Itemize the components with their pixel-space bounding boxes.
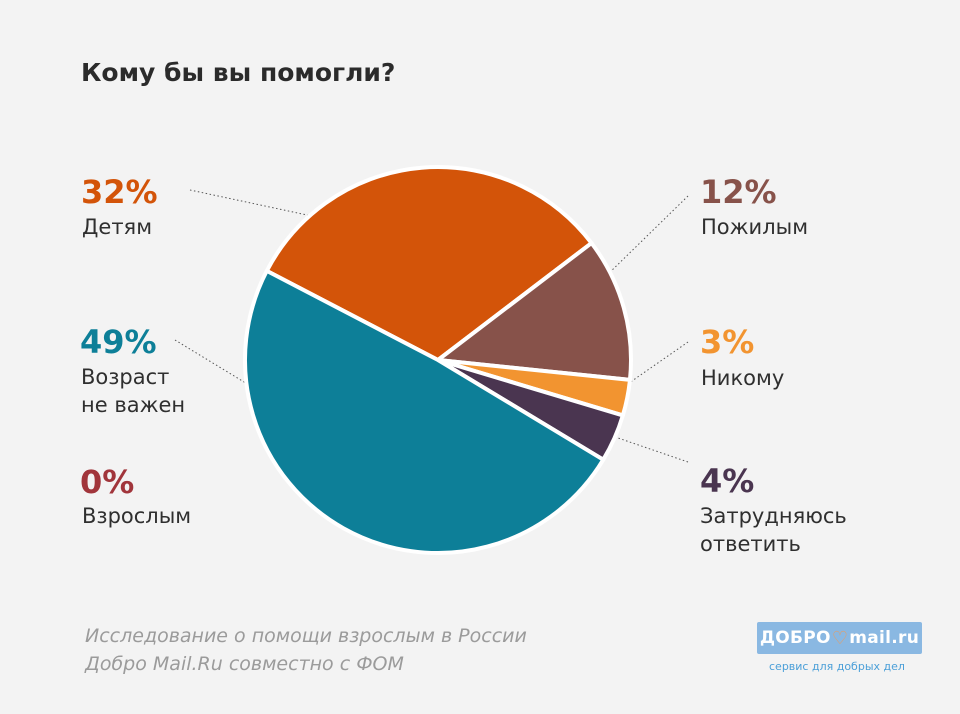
- label-any-age-percent: 49%: [80, 323, 157, 361]
- pie-slice-2: [436, 241, 633, 382]
- label-adults-percent: 0%: [80, 463, 135, 501]
- chart-title: Кому бы вы помогли?: [81, 58, 396, 87]
- logo-tagline: сервис для добрых дел: [769, 660, 905, 673]
- label-nobody-percent: 3%: [700, 323, 755, 361]
- pie-slice-5: [243, 268, 606, 555]
- label-unsure-text-2: ответить: [700, 532, 801, 556]
- label-children-percent: 32%: [81, 173, 158, 211]
- label-children-text: Детям: [82, 215, 153, 239]
- dobro-mailru-logo[interactable]: ДОБРО ♡ mail.ru: [757, 622, 922, 654]
- logo-text-right: mail.ru: [849, 628, 920, 648]
- label-adults-text: Взрослым: [82, 504, 192, 528]
- label-elderly-percent: 12%: [700, 173, 777, 211]
- source-line-2: Добро Mail.Ru совместно с ФОМ: [85, 653, 404, 675]
- source-line-1: Исследование о помощи взрослым в России: [85, 625, 527, 647]
- label-any-age-text-1: Возраст: [81, 365, 170, 389]
- label-nobody-text: Никому: [701, 366, 785, 390]
- label-elderly-text: Пожилым: [701, 215, 809, 239]
- logo-text-left: ДОБРО: [759, 628, 831, 648]
- heart-icon: ♡: [831, 627, 849, 649]
- label-unsure-percent: 4%: [700, 462, 755, 500]
- label-any-age-text-2: не важен: [81, 393, 186, 417]
- leader-line-1: [189, 189, 428, 242]
- source-note: Исследование о помощи взрослым в России …: [85, 622, 527, 678]
- pie-slices: [243, 165, 633, 555]
- label-unsure-text-1: Затрудняюсь: [700, 504, 847, 528]
